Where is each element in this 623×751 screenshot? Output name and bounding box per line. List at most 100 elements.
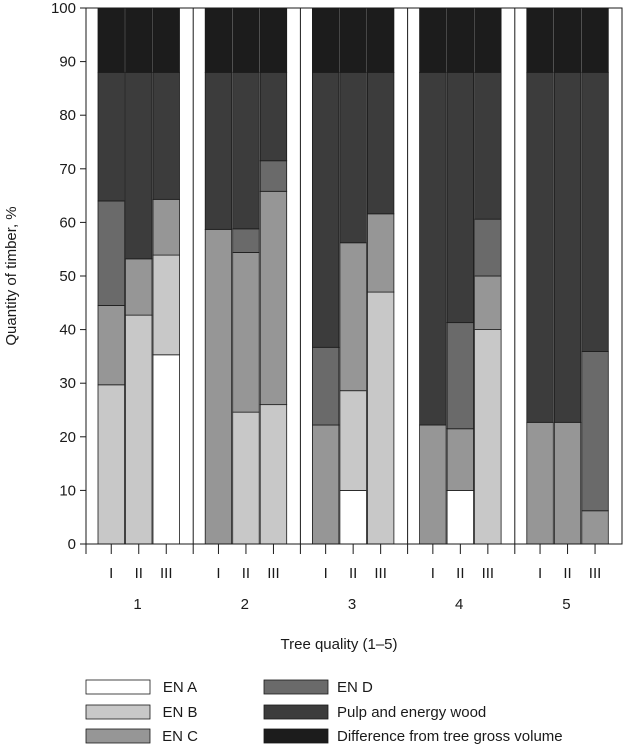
bar-segment (366, 7, 395, 73)
bar-segment (446, 322, 475, 430)
bar-segment (152, 7, 180, 73)
y-tick-label: 10 (59, 482, 76, 499)
legend-swatch (263, 679, 329, 695)
y-tick-label: 90 (59, 54, 76, 71)
bar-segment (152, 198, 180, 256)
bar-segment (581, 71, 609, 352)
legend-label: EN D (337, 679, 373, 696)
bar-segment (446, 7, 475, 73)
legend-label: Pulp and energy wood (337, 704, 486, 721)
bar-segment (339, 71, 367, 244)
bar-segment (152, 354, 180, 545)
bar-segment (232, 71, 260, 230)
bar-segment (366, 213, 395, 293)
bar-segment (339, 242, 367, 392)
x-sub-label: II (242, 565, 250, 582)
bar-segment (125, 258, 153, 316)
bar-segment (232, 7, 260, 73)
bar-segment (339, 7, 367, 73)
y-tick-label: 20 (59, 429, 76, 446)
bar-segment (125, 7, 153, 73)
bar-segment (474, 7, 502, 73)
x-sub-label: II (456, 565, 464, 582)
x-sub-label: I (538, 565, 542, 582)
bar-segment (311, 424, 340, 545)
bar-segment (259, 160, 288, 192)
x-group-label: 4 (455, 596, 463, 613)
y-tick-label: 60 (59, 214, 76, 231)
bar-segment (474, 71, 502, 220)
bar-segment (553, 71, 582, 423)
bar-segment (526, 71, 554, 423)
bar-segment (232, 228, 260, 253)
bar-segment (232, 252, 260, 413)
y-axis-label: Quantity of timber, % (3, 206, 20, 345)
bar-segment (204, 7, 233, 73)
legend-swatch (85, 728, 151, 744)
legend-swatch (263, 728, 329, 744)
bar-segment (204, 228, 233, 545)
bar-segment (152, 71, 180, 200)
bar-segment (581, 351, 609, 512)
x-sub-label: I (109, 565, 113, 582)
x-group-label: 3 (348, 596, 356, 613)
y-tick-label: 100 (51, 0, 76, 17)
legend-swatch (85, 704, 151, 720)
bar-segment (97, 71, 125, 202)
x-sub-label: III (482, 565, 495, 582)
bar-segment (259, 7, 288, 73)
x-group-label: 5 (562, 596, 570, 613)
x-sub-label: III (267, 565, 280, 582)
bar-segment (311, 346, 340, 426)
legend-swatch (263, 704, 329, 720)
bar-segment (419, 7, 447, 73)
bar-segment (97, 7, 125, 73)
bar-segment (311, 71, 340, 348)
x-sub-label: II (563, 565, 571, 582)
bar-segment (581, 7, 609, 73)
bar-segment (474, 275, 502, 330)
x-sub-label: I (324, 565, 328, 582)
bar-segment (474, 218, 502, 277)
bar-segment (419, 424, 447, 545)
x-sub-label: I (431, 565, 435, 582)
legend-label: EN A (163, 679, 197, 696)
bar-segment (581, 510, 609, 545)
bar-segment (311, 7, 340, 73)
x-sub-label: III (589, 565, 602, 582)
legend: EN A EN B EN C EN D Pulp and energy wood Diff… (85, 679, 563, 745)
bar-segment (259, 190, 288, 406)
bar-segment (152, 254, 180, 356)
x-sub-label: II (349, 565, 357, 582)
bar-segment (125, 314, 153, 545)
bar-segment (526, 7, 554, 73)
bar-segment (204, 71, 233, 230)
y-tick-label: 30 (59, 375, 76, 392)
bar-segment (553, 421, 582, 545)
bar-segment (259, 71, 288, 162)
legend-swatch (85, 679, 151, 695)
bar-segment (553, 7, 582, 73)
bar-segment (366, 291, 395, 545)
y-tick-label: 40 (59, 322, 76, 339)
bar-segment (526, 421, 554, 545)
x-sub-label: III (160, 565, 173, 582)
legend-label: Difference from tree gross volume (337, 728, 563, 745)
bar-segment (339, 489, 367, 545)
bar-segment (259, 404, 288, 545)
x-group-label: 2 (241, 596, 249, 613)
bars-layer (97, 7, 609, 545)
x-sub-label: I (216, 565, 220, 582)
bar-segment (339, 390, 367, 491)
bar-segment (446, 71, 475, 324)
bar-segment (366, 71, 395, 215)
x-axis-label: Tree quality (1–5) (281, 636, 398, 653)
bar-segment (232, 411, 260, 545)
x-sub-label: II (135, 565, 143, 582)
legend-label: EN B (162, 704, 197, 721)
bar-segment (446, 489, 475, 545)
y-tick-label: 0 (68, 536, 76, 553)
bar-segment (97, 200, 125, 306)
